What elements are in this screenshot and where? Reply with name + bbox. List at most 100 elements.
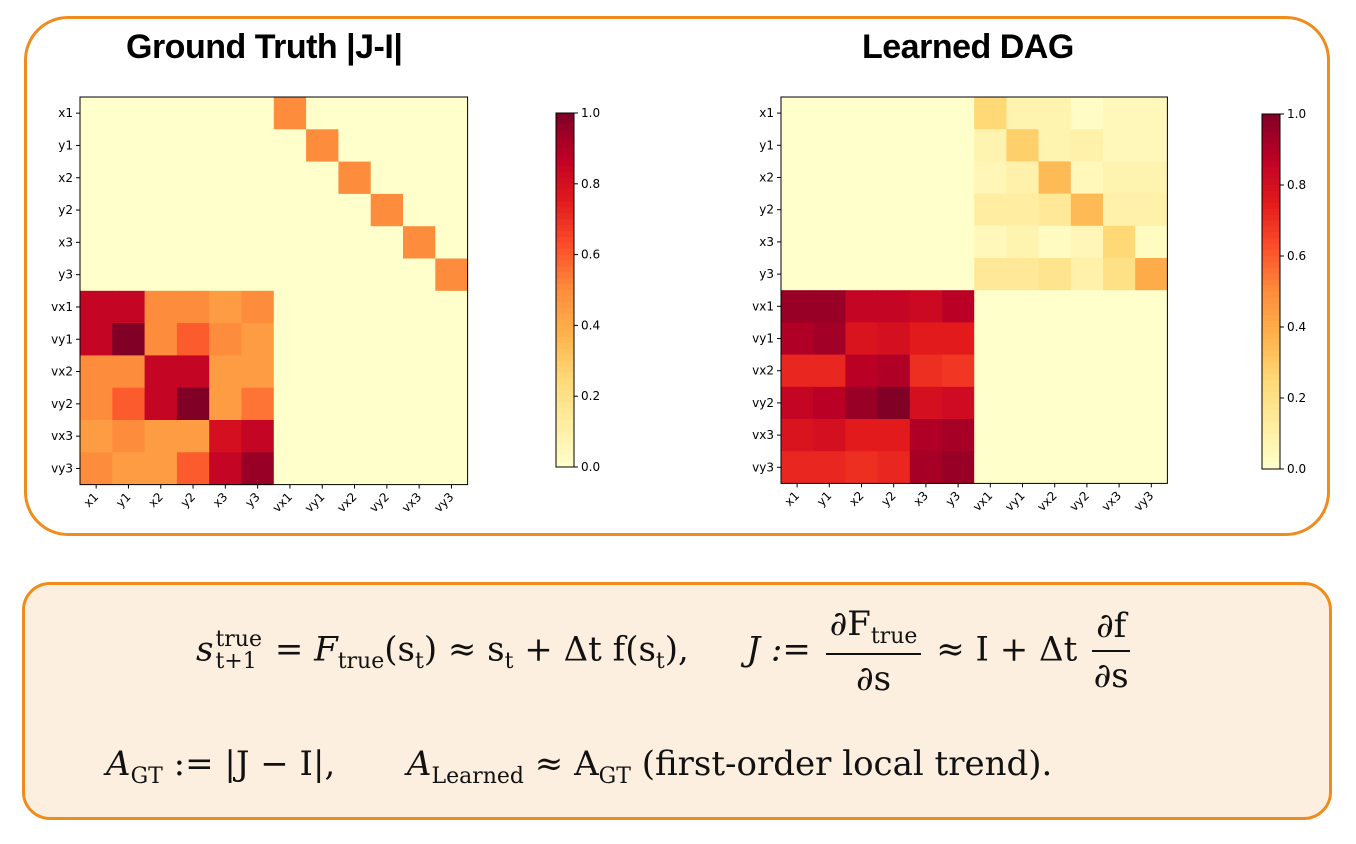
colorbar-segment [556,396,574,403]
y-tick-label: vx1 [51,300,73,314]
heatmap-cell [80,452,113,486]
heatmap-cell [1038,354,1072,388]
heatmap-cell [144,290,178,324]
heatmap-cell [845,451,879,484]
heatmap-cell [144,420,178,453]
colorbar-segment [1262,244,1280,251]
eq-frac1-num: ∂F [829,604,871,644]
heatmap-cell [403,290,436,324]
eq-frac-dF-ds: ∂Ftrue ∂s [825,604,922,699]
colorbar-segment [1262,232,1280,239]
heatmap-cell [112,193,146,227]
eq-F-arg: (s [384,629,415,670]
colorbar-segment [1262,344,1280,352]
eq-s: s [196,629,214,670]
colorbar-segment [556,136,574,144]
eq-s-sup: true [215,627,262,653]
heatmap-cell [241,323,275,356]
heatmap-cell [112,452,146,486]
heatmap-cell [144,258,178,292]
heatmap-cell [338,323,372,356]
heatmap-cell [273,355,307,389]
colorbar-segment [1262,279,1280,287]
colorbar-segment [1262,368,1280,375]
colorbar-tick-label: 0.6 [581,248,600,262]
colorbar-segment [1262,220,1280,228]
colorbar-segment [556,455,574,462]
y-tick-label: x3 [58,235,73,249]
colorbar-segment [1262,445,1280,452]
eq-approx-gt: ≈ A [524,744,599,784]
heatmap-cell [1038,225,1072,259]
colorbar-segment [556,231,574,238]
colorbar-segment [1262,332,1280,340]
colorbar-segment [1262,155,1280,162]
heatmap-cell [845,354,879,388]
heatmap-cell [813,354,846,388]
heatmap-cell [974,193,1007,227]
colorbar-segment [1262,427,1280,435]
colorbar-segment [556,189,574,197]
heatmap-cell [112,355,146,389]
heatmap-cell [306,161,339,195]
colorbar-tick-label: 0.2 [581,389,600,403]
x-tick-label: vx3 [399,490,424,515]
colorbar-segment [1262,398,1280,405]
heatmap-cell [144,452,178,486]
heatmap-cell [306,226,339,259]
heatmap-cell [80,129,113,163]
heatmap-cell [403,258,436,292]
colorbar-segment [556,166,574,173]
heatmap-cell [813,225,846,259]
heatmap-cell [1038,129,1072,162]
colorbar-segment [556,160,574,167]
heatmap-cell [942,354,975,388]
colorbar-segment [1262,303,1280,310]
heatmap-cell [781,129,814,162]
heatmap-cell [942,451,975,484]
colorbar-segment [1262,226,1280,233]
heatmap-cell [974,129,1007,162]
heatmap-cell [974,290,1007,323]
heatmap-cell [209,161,242,195]
colorbar-segment [1262,196,1280,204]
colorbar-segment [1262,137,1280,145]
colorbar-segment [1262,327,1280,334]
heatmap-cell [306,193,339,227]
colorbar-segment [556,195,574,203]
x-tick-label: vy3 [431,490,456,515]
y-tick-label: vy3 [752,460,774,474]
heatmap-cell [781,419,814,452]
heatmap-cell [845,129,879,162]
y-tick-label: vx1 [752,299,774,313]
colorbar-segment [556,384,574,391]
heatmap-cell [403,129,436,163]
colorbar-segment [556,378,574,385]
colorbar-segment [556,461,574,468]
colorbar-segment [556,154,574,161]
heatmap-cell [1006,419,1040,452]
heatmap-cell [845,225,879,259]
heatmap-cell [781,386,814,420]
heatmap-cell [813,97,846,130]
heatmap-cell [112,420,146,453]
colorbar-tick-label: 0.0 [581,460,600,474]
colorbar-segment [556,331,574,338]
eq-A-gt: A [106,744,131,784]
heatmap-cell [877,290,911,323]
heatmap-cell [1070,129,1104,162]
heatmap-cell [241,193,275,227]
colorbar-tick-label: 0.8 [1287,178,1306,192]
heatmap-cell [909,193,943,227]
eq-equals: = [274,629,315,670]
heatmap-cell [112,129,146,163]
heatmap-cell [370,193,404,227]
heatmap-cell [435,290,469,324]
heatmap-cell [1006,386,1040,420]
colorbar-segment [556,113,574,120]
colorbar-segment [1262,392,1280,399]
heatmap-cell [1103,290,1136,323]
colorbar-tick-label: 1.0 [1287,107,1306,121]
heatmap-cell [112,97,146,130]
y-tick-label: vx2 [752,364,774,378]
